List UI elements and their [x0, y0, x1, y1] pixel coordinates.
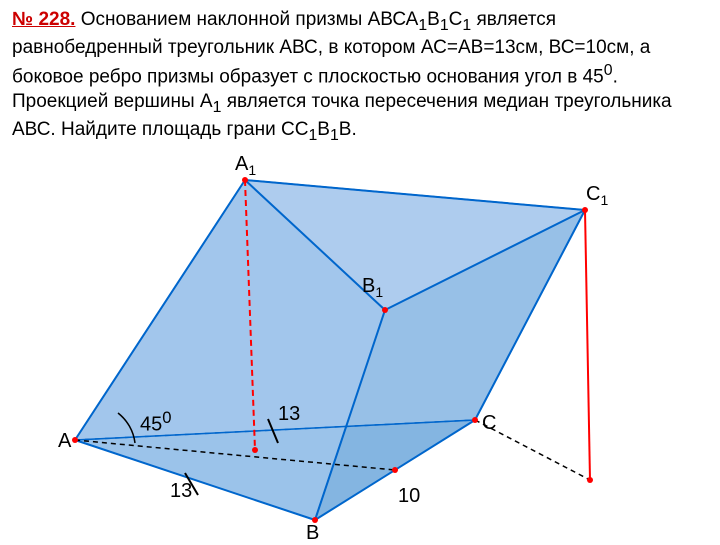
problem-statement: № 228. Основанием наклонной призмы АВСА1… [0, 0, 720, 155]
problem-text-3: С [449, 9, 463, 30]
label-B1: B1 [362, 275, 383, 300]
label-side-13b: 13 [170, 480, 192, 503]
label-angle-45: 450 [140, 408, 172, 437]
prism-diagram: A1 C1 B1 A B C 450 13 13 10 [0, 165, 720, 540]
label-side-10: 10 [398, 485, 420, 508]
problem-text-7: В [317, 119, 330, 140]
label-C: C [482, 412, 496, 435]
label-A1: A1 [235, 153, 256, 178]
problem-number: № 228. [12, 9, 75, 30]
label-B: B [306, 522, 319, 545]
problem-text-1: Основанием наклонной призмы АВСА [81, 9, 419, 30]
label-side-13a: 13 [278, 403, 300, 426]
problem-text-8: В. [339, 119, 357, 140]
label-A: A [58, 430, 71, 453]
label-C1: C1 [586, 183, 608, 208]
problem-text-2: В [427, 9, 440, 30]
